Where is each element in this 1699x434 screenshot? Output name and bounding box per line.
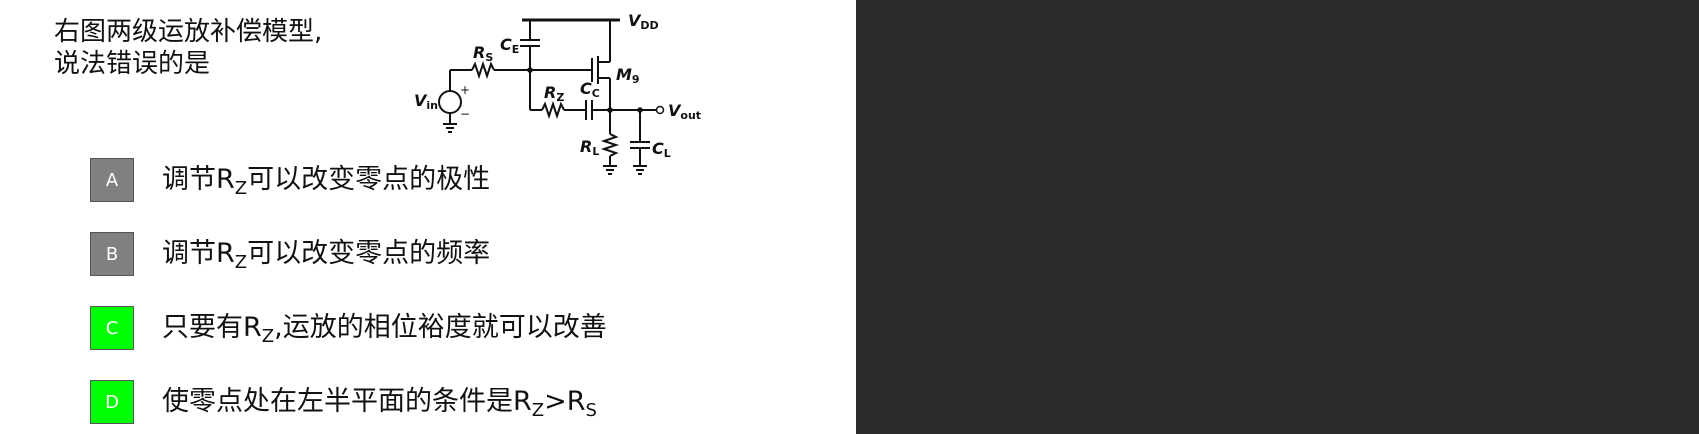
m9-label: M9 — [616, 65, 640, 86]
option-d[interactable]: D 使零点处在左半平面的条件是RZ>RS — [90, 380, 730, 426]
ce-label: CE — [500, 35, 519, 56]
question-text: 右图两级运放补偿模型, 说法错误的是 — [54, 16, 322, 80]
option-c[interactable]: C 只要有RZ,运放的相位裕度就可以改善 — [90, 306, 730, 352]
rs-label: RS — [473, 43, 493, 64]
cc-label: CC — [580, 79, 600, 100]
vin-label: Vin — [414, 91, 438, 112]
question-line-2: 说法错误的是 — [54, 49, 211, 79]
vin-minus-sign: − — [460, 107, 470, 121]
option-b-text: 调节RZ可以改变零点的频率 — [162, 238, 491, 273]
slide-content: 右图两级运放补偿模型, 说法错误的是 VDD CE M9 RS + − — [54, 11, 730, 426]
vout-label: Vout — [668, 101, 701, 122]
option-a-badge[interactable]: A — [90, 158, 134, 202]
option-a[interactable]: A 调节RZ可以改变零点的极性 — [90, 158, 730, 204]
option-b-badge[interactable]: B — [90, 232, 134, 276]
option-c-text: 只要有RZ,运放的相位裕度就可以改善 — [162, 312, 607, 347]
question-line-1: 右图两级运放补偿模型, — [54, 17, 323, 47]
circuit-diagram: VDD CE M9 RS + − Vin — [414, 11, 701, 175]
vin-plus-sign: + — [460, 83, 470, 97]
cl-label: CL — [652, 139, 671, 160]
dark-side-panel — [856, 0, 1699, 434]
option-b[interactable]: B 调节RZ可以改变零点的频率 — [90, 232, 730, 278]
vdd-label: VDD — [628, 11, 659, 32]
option-c-badge[interactable]: C — [90, 306, 134, 350]
option-a-text: 调节RZ可以改变零点的极性 — [162, 164, 491, 199]
option-d-badge[interactable]: D — [90, 380, 134, 424]
rz-label: RZ — [544, 83, 564, 104]
option-d-text: 使零点处在左半平面的条件是RZ>RS — [162, 386, 597, 421]
rl-label: RL — [580, 137, 599, 158]
